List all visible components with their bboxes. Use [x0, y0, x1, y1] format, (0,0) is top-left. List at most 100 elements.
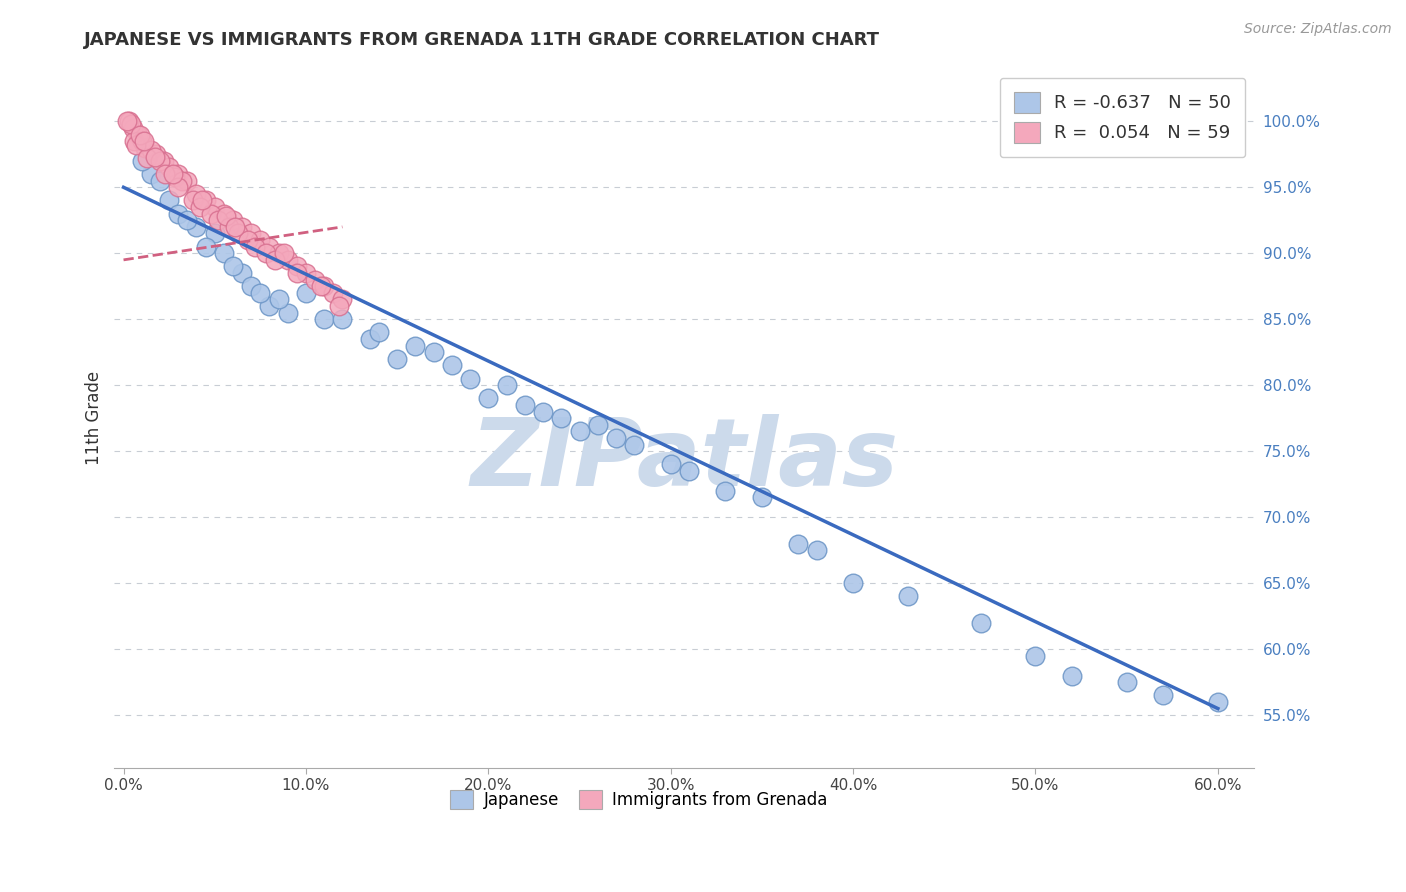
Point: [157, 161, 180, 175]
Point: [605, 431, 627, 445]
Point: [136, 151, 159, 165]
Point: [550, 411, 572, 425]
Point: [332, 293, 354, 307]
Y-axis label: 11th Grade: 11th Grade: [86, 371, 103, 466]
Point: [218, 219, 240, 234]
Point: [212, 246, 235, 260]
Point: [332, 312, 354, 326]
Point: [267, 246, 290, 260]
Point: [285, 260, 308, 274]
Point: [842, 576, 865, 591]
Point: [477, 392, 499, 406]
Point: [249, 233, 271, 247]
Point: [1152, 689, 1174, 703]
Point: [222, 213, 245, 227]
Point: [970, 615, 993, 630]
Point: [194, 194, 217, 208]
Point: [1024, 648, 1046, 663]
Point: [162, 167, 184, 181]
Point: [309, 279, 332, 293]
Point: [1115, 675, 1137, 690]
Point: [191, 194, 214, 208]
Point: [152, 153, 174, 168]
Point: [149, 174, 172, 188]
Point: [115, 114, 138, 128]
Text: Source: ZipAtlas.com: Source: ZipAtlas.com: [1244, 22, 1392, 37]
Point: [204, 227, 226, 241]
Point: [167, 180, 190, 194]
Point: [155, 167, 177, 181]
Point: [212, 207, 235, 221]
Point: [458, 371, 481, 385]
Point: [259, 299, 281, 313]
Point: [659, 458, 682, 472]
Point: [129, 128, 152, 142]
Text: JAPANESE VS IMMIGRANTS FROM GRENADA 11TH GRADE CORRELATION CHART: JAPANESE VS IMMIGRANTS FROM GRENADA 11TH…: [84, 31, 880, 49]
Point: [222, 260, 245, 274]
Point: [176, 213, 198, 227]
Point: [215, 210, 238, 224]
Point: [163, 169, 186, 184]
Point: [157, 194, 180, 208]
Point: [1206, 695, 1229, 709]
Point: [240, 227, 263, 241]
Point: [139, 167, 162, 181]
Point: [186, 186, 208, 201]
Point: [314, 312, 336, 326]
Point: [149, 153, 172, 168]
Point: [243, 240, 266, 254]
Point: [897, 590, 920, 604]
Point: [277, 252, 299, 267]
Point: [249, 285, 271, 300]
Point: [231, 266, 253, 280]
Point: [322, 285, 344, 300]
Point: [194, 240, 217, 254]
Point: [118, 114, 141, 128]
Point: [181, 194, 204, 208]
Point: [273, 246, 295, 260]
Point: [623, 437, 645, 451]
Point: [121, 120, 143, 135]
Point: [188, 200, 211, 214]
Point: [131, 153, 153, 168]
Point: [285, 266, 308, 280]
Point: [328, 299, 350, 313]
Point: [127, 128, 149, 142]
Point: [254, 246, 277, 260]
Point: [714, 483, 737, 498]
Point: [264, 252, 287, 267]
Point: [131, 134, 153, 148]
Point: [145, 147, 167, 161]
Point: [132, 134, 155, 148]
Point: [240, 279, 263, 293]
Point: [259, 240, 281, 254]
Point: [228, 227, 250, 241]
Point: [277, 306, 299, 320]
Point: [224, 219, 246, 234]
Point: [513, 398, 536, 412]
Point: [751, 491, 773, 505]
Point: [495, 378, 517, 392]
Point: [236, 233, 259, 247]
Legend: Japanese, Immigrants from Grenada: Japanese, Immigrants from Grenada: [443, 783, 834, 815]
Point: [314, 279, 336, 293]
Point: [295, 285, 318, 300]
Point: [367, 326, 389, 340]
Text: ZIPatlas: ZIPatlas: [471, 414, 898, 506]
Point: [404, 339, 426, 353]
Point: [385, 351, 408, 366]
Point: [125, 138, 148, 153]
Point: [359, 332, 381, 346]
Point: [120, 117, 142, 131]
Point: [787, 536, 810, 550]
Point: [295, 266, 318, 280]
Point: [167, 207, 190, 221]
Point: [231, 219, 253, 234]
Point: [139, 144, 162, 158]
Point: [170, 174, 193, 188]
Point: [186, 219, 208, 234]
Point: [678, 464, 700, 478]
Point: [531, 404, 554, 418]
Point: [167, 167, 190, 181]
Point: [200, 207, 222, 221]
